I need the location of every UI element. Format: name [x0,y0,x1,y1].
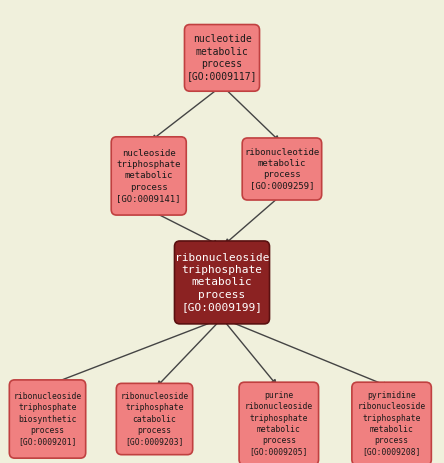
Text: nucleoside
triphosphate
metabolic
process
[GO:0009141]: nucleoside triphosphate metabolic proces… [116,149,181,203]
Text: purine
ribonucleoside
triphosphate
metabolic
process
[GO:0009205]: purine ribonucleoside triphosphate metab… [245,391,313,456]
Text: nucleotide
metabolic
process
[GO:0009117]: nucleotide metabolic process [GO:0009117… [187,34,257,81]
Text: ribonucleoside
triphosphate
catabolic
process
[GO:0009203]: ribonucleoside triphosphate catabolic pr… [120,392,189,446]
FancyBboxPatch shape [352,382,431,463]
FancyBboxPatch shape [174,241,270,324]
FancyBboxPatch shape [239,382,318,463]
FancyBboxPatch shape [185,25,259,91]
FancyBboxPatch shape [116,383,193,455]
Text: ribonucleoside
triphosphate
metabolic
process
[GO:0009199]: ribonucleoside triphosphate metabolic pr… [175,253,269,312]
Text: ribonucleoside
triphosphate
biosynthetic
process
[GO:0009201]: ribonucleoside triphosphate biosynthetic… [13,392,82,446]
Text: pyrimidine
ribonucleoside
triphosphate
metabolic
process
[GO:0009208]: pyrimidine ribonucleoside triphosphate m… [357,391,426,456]
Text: ribonucleotide
metabolic
process
[GO:0009259]: ribonucleotide metabolic process [GO:000… [244,148,320,190]
FancyBboxPatch shape [9,380,86,458]
FancyBboxPatch shape [111,137,186,215]
FancyBboxPatch shape [242,138,321,200]
